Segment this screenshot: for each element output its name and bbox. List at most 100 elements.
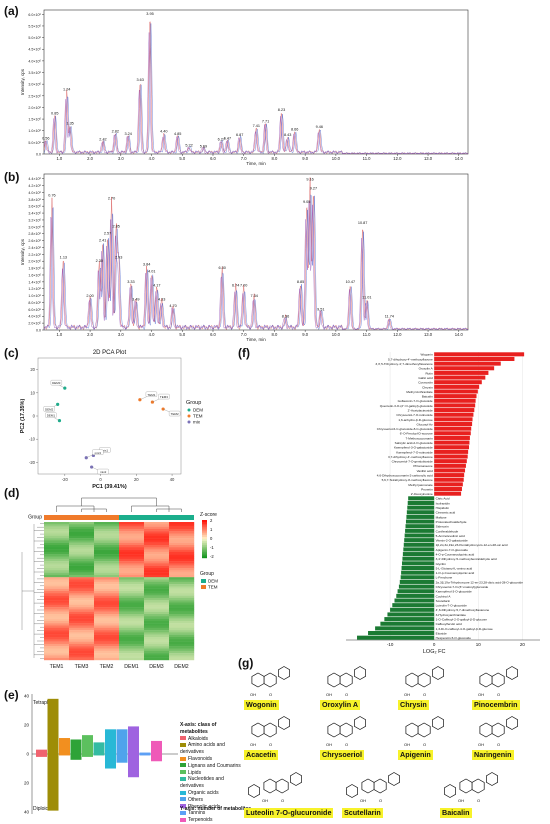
heatmap-cell	[119, 632, 145, 635]
heatmap-cell	[94, 522, 120, 525]
fc-bar	[397, 589, 435, 594]
heatmap-cell	[119, 634, 145, 638]
y-tick-label: 4.0×10⁵	[28, 315, 41, 319]
molecule-structure-icon: OH O	[404, 666, 444, 697]
heatmap-cell	[169, 551, 195, 555]
y-tick-label: 2.4×10⁶	[28, 246, 41, 250]
fc-label: 6'-O-Feruloyl-D-sucrose	[400, 432, 433, 436]
fc-label: Citric Acid	[436, 497, 450, 501]
pca-xlabel: PC1 (39.41%)	[92, 484, 127, 490]
pca-y-tick-label: 0	[33, 414, 36, 419]
group-cell	[144, 515, 169, 520]
heatmap-cell	[169, 639, 195, 642]
heatmap-cell	[94, 547, 120, 550]
fc-bar	[434, 426, 472, 431]
fc-label: Wogonin	[421, 353, 433, 357]
heatmap-cell	[169, 568, 195, 571]
peak-label: 4.40	[160, 130, 167, 134]
zscore-gradient-step	[202, 539, 207, 542]
zscore-gradient-step	[202, 544, 207, 547]
heatmap-cell	[119, 646, 145, 649]
heatmap-cell	[94, 579, 120, 582]
heatmap-cell	[44, 577, 70, 580]
heatmap-cell	[144, 579, 170, 582]
molecule-oh-label: OH	[478, 692, 484, 697]
legend-swatch	[180, 804, 186, 809]
heatmap-cell	[69, 609, 95, 612]
peak-label: 7.41	[253, 124, 260, 128]
zscore-gradient-step	[202, 550, 207, 553]
heatmap-cell	[69, 653, 95, 656]
heatmap-legend-label: DEM	[208, 579, 218, 584]
heatmap-cell	[44, 545, 70, 548]
heatmap-cell	[94, 627, 120, 631]
heatmap-cell	[69, 554, 95, 557]
heatmap-cell	[169, 556, 195, 559]
heatmap-cell	[44, 561, 70, 564]
x-tick-label: 13.0	[424, 156, 433, 161]
fc-bar	[434, 380, 482, 385]
fc-label: 7-Methoxycoumarin	[406, 436, 433, 440]
heatmap-cell	[144, 568, 170, 571]
molecule-oh-label: OH	[404, 692, 410, 697]
bar-down	[47, 754, 59, 811]
molecule-oh-label: OH	[458, 798, 464, 803]
fc-label: 2α,3β,19α-Trihydroxyurs-12-en-23,28-dioi…	[436, 580, 524, 584]
heatmap-cell	[144, 597, 170, 601]
heatmap-cell	[144, 563, 170, 566]
heatmap-cell	[44, 551, 70, 555]
peak-label: 5.22	[185, 143, 192, 147]
heatmap-cell	[119, 657, 145, 661]
heatmap-cell	[119, 524, 145, 527]
group-cell	[169, 515, 194, 520]
heatmap-cell	[144, 657, 170, 661]
heatmap-cell	[119, 597, 145, 601]
e-y-tick-label: 0	[26, 752, 29, 757]
heatmap-cell	[69, 531, 95, 534]
heatmap-cell	[169, 627, 195, 631]
plot-frame	[43, 173, 469, 331]
heatmap-cell	[119, 551, 145, 555]
heatmap-cell	[44, 618, 70, 622]
fc-label: Baicalin	[422, 395, 433, 399]
fc-bar	[404, 538, 435, 543]
compound-card: OH O Acacetin	[244, 710, 322, 760]
peak-label: 6.87	[236, 133, 243, 137]
zscore-tick: 0	[210, 536, 213, 541]
heatmap-cell	[144, 618, 170, 622]
bar-down	[70, 754, 82, 760]
zscore-tick: 2	[210, 518, 213, 523]
y-tick-label: 1.5×10⁶	[28, 118, 41, 122]
heatmap-cell	[144, 623, 170, 626]
bar-down	[151, 754, 162, 762]
heatmap-cell	[94, 646, 120, 649]
heatmap-cell	[69, 542, 95, 546]
heatmap-cell	[144, 595, 170, 599]
legend-item: Tannins	[180, 810, 242, 817]
x-tick-label: 11.0	[363, 332, 372, 337]
fc-label: Protocatechualdehyde	[436, 520, 467, 524]
heatmap-cell	[69, 620, 95, 624]
heatmap-cell	[44, 657, 70, 661]
legend-header: X-axis: class of metabolites	[180, 722, 217, 735]
heatmap-cell	[119, 572, 145, 576]
fc-label: 1-O-Caffeoyl-2-O-galloyl-β-D-glucose	[436, 618, 488, 622]
heatmap-cell	[44, 627, 70, 631]
heatmap-legend-label: TEM	[208, 585, 218, 590]
peak-label: 6.74	[232, 283, 239, 287]
legend-item: Lipids	[180, 770, 242, 777]
fc-bar	[434, 421, 473, 427]
heatmap-cell	[119, 630, 145, 633]
heatmap-cell	[119, 556, 145, 559]
fc-label: Kaempferol-3-O-glucoside	[436, 590, 472, 594]
heatmap-cell	[119, 547, 145, 550]
heatmap-cell	[169, 588, 195, 592]
fc-label: 3-Hydroxyanthranilate	[436, 613, 467, 617]
fc-label: Vitexin-2-O-galactoside	[436, 539, 468, 543]
heatmap-cell	[44, 591, 70, 594]
heatmap-cell	[144, 540, 170, 543]
pca-x-tick-label: 20	[134, 477, 139, 482]
heatmap-cell	[69, 586, 95, 589]
y-tick-label: 1.6×10⁶	[28, 273, 41, 277]
